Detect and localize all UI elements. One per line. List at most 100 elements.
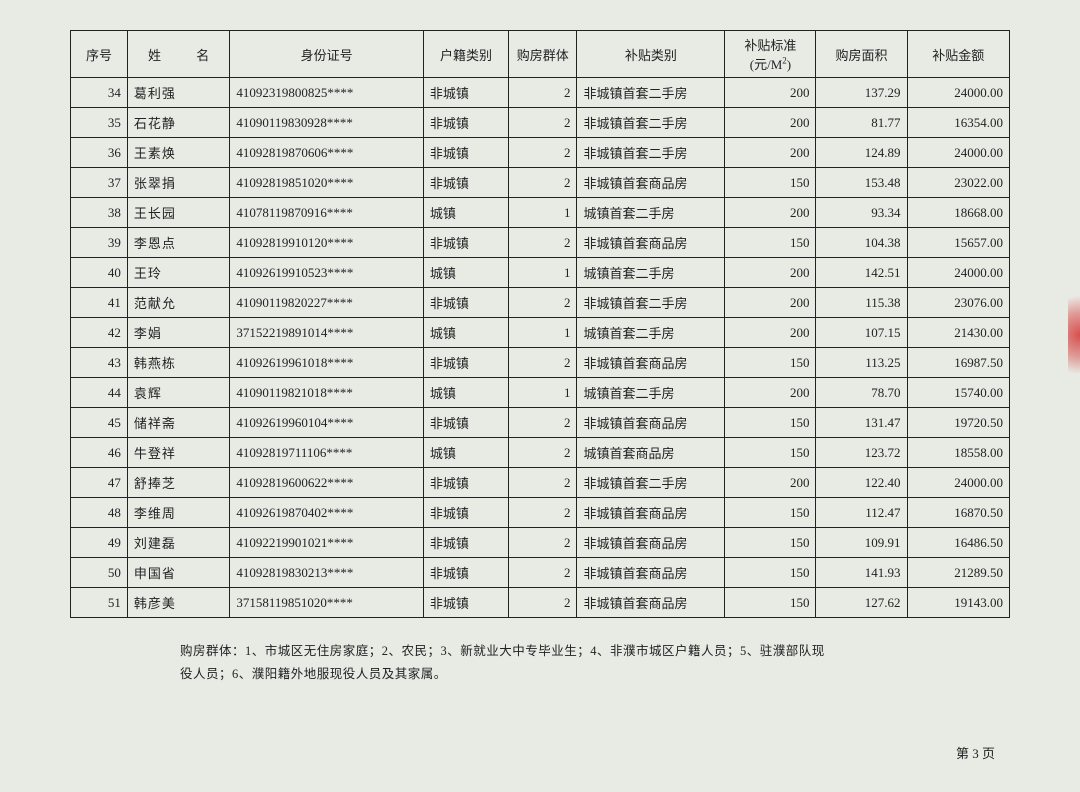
cell-index: 34 — [71, 78, 128, 108]
table-row: 43韩燕栋41092619961018****非城镇2非城镇首套商品房15011… — [71, 348, 1010, 378]
cell-amount: 19720.50 — [907, 408, 1010, 438]
cell-group: 2 — [509, 138, 577, 168]
cell-type: 城镇首套二手房 — [577, 378, 725, 408]
cell-area: 107.15 — [816, 318, 907, 348]
cell-area: 122.40 — [816, 468, 907, 498]
cell-area: 123.72 — [816, 438, 907, 468]
cell-area: 104.38 — [816, 228, 907, 258]
cell-index: 48 — [71, 498, 128, 528]
table-header-row: 序号 姓 名 身份证号 户籍类别 购房群体 补贴类别 补贴标准 (元/M2) 购… — [71, 31, 1010, 78]
cell-index: 44 — [71, 378, 128, 408]
cell-amount: 24000.00 — [907, 138, 1010, 168]
cell-id: 41092819711106**** — [230, 438, 423, 468]
cell-std: 200 — [725, 468, 816, 498]
table-row: 46牛登祥41092819711106****城镇2城镇首套商品房150123.… — [71, 438, 1010, 468]
cell-id: 41092219901021**** — [230, 528, 423, 558]
cell-amount: 18668.00 — [907, 198, 1010, 228]
cell-std: 200 — [725, 318, 816, 348]
cell-std: 150 — [725, 168, 816, 198]
col-header-hukou: 户籍类别 — [423, 31, 508, 78]
cell-type: 城镇首套二手房 — [577, 198, 725, 228]
cell-index: 43 — [71, 348, 128, 378]
cell-name: 李恩点 — [127, 228, 229, 258]
cell-std: 150 — [725, 438, 816, 468]
cell-area: 113.25 — [816, 348, 907, 378]
cell-name: 王玲 — [127, 258, 229, 288]
cell-name: 王素焕 — [127, 138, 229, 168]
cell-id: 41092619960104**** — [230, 408, 423, 438]
cell-type: 非城镇首套二手房 — [577, 468, 725, 498]
cell-index: 35 — [71, 108, 128, 138]
cell-area: 153.48 — [816, 168, 907, 198]
cell-index: 39 — [71, 228, 128, 258]
cell-area: 141.93 — [816, 558, 907, 588]
cell-type: 非城镇首套二手房 — [577, 138, 725, 168]
cell-std: 150 — [725, 348, 816, 378]
cell-area: 137.29 — [816, 78, 907, 108]
table-row: 40王玲41092619910523****城镇1城镇首套二手房200142.5… — [71, 258, 1010, 288]
cell-amount: 21289.50 — [907, 558, 1010, 588]
table-row: 48李维周41092619870402****非城镇2非城镇首套商品房15011… — [71, 498, 1010, 528]
cell-group: 1 — [509, 378, 577, 408]
cell-name: 袁辉 — [127, 378, 229, 408]
table-row: 45储祥斋41092619960104****非城镇2非城镇首套商品房15013… — [71, 408, 1010, 438]
cell-index: 50 — [71, 558, 128, 588]
cell-std: 150 — [725, 498, 816, 528]
cell-type: 非城镇首套商品房 — [577, 168, 725, 198]
cell-group: 2 — [509, 528, 577, 558]
table-row: 39李恩点41092819910120****非城镇2非城镇首套商品房15010… — [71, 228, 1010, 258]
cell-std: 200 — [725, 78, 816, 108]
cell-type: 非城镇首套二手房 — [577, 288, 725, 318]
cell-name: 储祥斋 — [127, 408, 229, 438]
cell-id: 41092319800825**** — [230, 78, 423, 108]
cell-amount: 21430.00 — [907, 318, 1010, 348]
cell-index: 45 — [71, 408, 128, 438]
table-row: 50申国省41092819830213****非城镇2非城镇首套商品房15014… — [71, 558, 1010, 588]
cell-index: 41 — [71, 288, 128, 318]
cell-hukou: 城镇 — [423, 318, 508, 348]
cell-index: 36 — [71, 138, 128, 168]
cell-type: 非城镇首套商品房 — [577, 228, 725, 258]
cell-std: 150 — [725, 528, 816, 558]
cell-id: 41092819600622**** — [230, 468, 423, 498]
cell-type: 非城镇首套商品房 — [577, 588, 725, 618]
subsidy-table: 序号 姓 名 身份证号 户籍类别 购房群体 补贴类别 补贴标准 (元/M2) 购… — [70, 30, 1010, 618]
table-row: 35石花静41090119830928****非城镇2非城镇首套二手房20081… — [71, 108, 1010, 138]
cell-id: 37152219891014**** — [230, 318, 423, 348]
cell-index: 37 — [71, 168, 128, 198]
cell-area: 78.70 — [816, 378, 907, 408]
cell-std: 200 — [725, 108, 816, 138]
cell-std: 150 — [725, 588, 816, 618]
cell-hukou: 非城镇 — [423, 228, 508, 258]
cell-id: 37158119851020**** — [230, 588, 423, 618]
table-row: 51韩彦美37158119851020****非城镇2非城镇首套商品房15012… — [71, 588, 1010, 618]
cell-id: 41092819830213**** — [230, 558, 423, 588]
cell-amount: 19143.00 — [907, 588, 1010, 618]
cell-group: 1 — [509, 198, 577, 228]
std-label-line2a: (元/M — [750, 57, 783, 72]
cell-type: 城镇首套二手房 — [577, 318, 725, 348]
footnote: 购房群体：1、市城区无住房家庭；2、农民；3、新就业大中专毕业生；4、非濮市城区… — [70, 640, 1010, 685]
cell-id: 41092819910120**** — [230, 228, 423, 258]
cell-amount: 18558.00 — [907, 438, 1010, 468]
cell-area: 131.47 — [816, 408, 907, 438]
cell-name: 刘建磊 — [127, 528, 229, 558]
cell-type: 非城镇首套商品房 — [577, 558, 725, 588]
cell-type: 非城镇首套商品房 — [577, 498, 725, 528]
cell-name: 范献允 — [127, 288, 229, 318]
cell-area: 93.34 — [816, 198, 907, 228]
cell-group: 1 — [509, 318, 577, 348]
cell-std: 150 — [725, 408, 816, 438]
cell-name: 李娟 — [127, 318, 229, 348]
cell-hukou: 非城镇 — [423, 288, 508, 318]
cell-index: 46 — [71, 438, 128, 468]
cell-index: 40 — [71, 258, 128, 288]
page-number: 第 3 页 — [956, 743, 995, 762]
cell-group: 2 — [509, 588, 577, 618]
cell-hukou: 非城镇 — [423, 348, 508, 378]
cell-std: 150 — [725, 228, 816, 258]
cell-hukou: 城镇 — [423, 438, 508, 468]
cell-std: 200 — [725, 378, 816, 408]
cell-type: 非城镇首套商品房 — [577, 348, 725, 378]
cell-amount: 16987.50 — [907, 348, 1010, 378]
